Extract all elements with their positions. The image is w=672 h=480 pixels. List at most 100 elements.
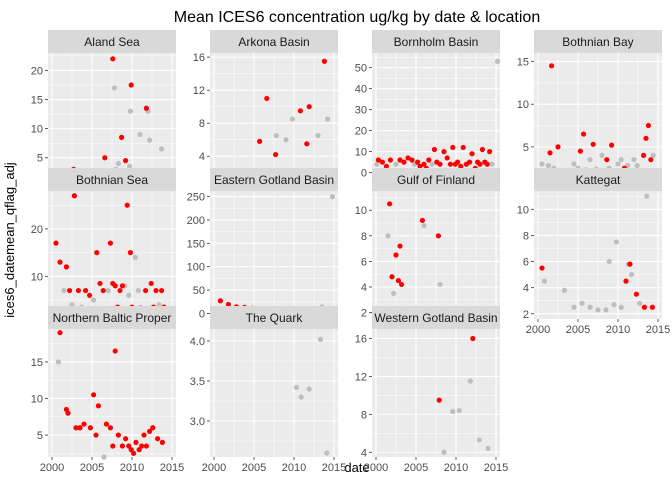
panel-strip [210,30,338,53]
data-point [67,287,73,294]
data-point [107,425,113,431]
data-point [441,449,447,455]
data-point [409,157,415,163]
data-point [397,243,403,249]
x-axis-label: date [344,460,369,475]
panel-bothnian-bay: Bothnian Bay 5 10 15 [517,30,662,181]
data-point [455,159,461,165]
data-point [126,292,132,298]
panel-strip-label: Bothnian Bay [562,35,633,49]
y-tick-label: 50 [193,285,205,297]
data-point [101,454,107,460]
data-point [436,397,442,403]
panel-strip-label: Bornholm Basin [394,35,479,49]
data-point [441,149,447,155]
data-point [648,157,654,163]
x-tick-label: 2000 [364,462,388,474]
data-point [159,287,165,294]
data-point [579,300,585,306]
y-tick-label: 4 [361,447,367,459]
data-point [57,330,63,336]
x-tick-label: 2000 [202,462,226,474]
y-tick-label: 8 [361,409,367,421]
data-point [623,278,629,284]
y-tick-label: 0 [361,168,367,180]
data-point [389,274,395,280]
panel-strip-label: Arkona Basin [238,35,309,49]
y-tick-label: 4 [361,282,367,294]
data-point [595,307,601,313]
x-tick-label: 2010 [120,462,144,474]
data-point [128,447,134,453]
panel-strip-label: Bothnian Sea [76,173,148,187]
data-point [437,161,443,167]
data-point [609,142,615,148]
data-point [139,443,145,449]
panel-strip [210,306,338,329]
panel-strip [48,306,176,329]
data-point [571,161,577,167]
data-point [555,144,561,150]
data-point [97,280,103,287]
data-point [577,148,584,154]
data-point [111,85,117,91]
data-point [641,152,647,158]
data-point [613,239,620,245]
chart-title: Mean ICES6 concentration ug/kg by date &… [174,9,540,26]
panel-strip [534,168,662,191]
data-point [561,287,568,293]
data-point [127,250,133,256]
data-point [87,292,93,298]
data-point [549,63,555,69]
data-point [415,159,421,165]
data-point [264,95,270,102]
panel-northern-baltic-proper: Northern Baltic Proper 5 10 15 2000 2005 2010 2… [31,306,184,474]
y-tick-label: 5 [37,153,43,165]
y-tick-label: 5 [37,430,43,442]
data-point [289,116,295,122]
panel-strip-label: Gulf of Finland [397,173,475,187]
data-point [450,408,456,415]
y-tick-label: 4.0 [190,336,205,348]
data-point [124,202,130,208]
x-tick-label: 2015 [646,324,670,336]
data-point [297,108,303,114]
data-point [387,157,393,163]
data-point [643,135,649,141]
y-tick-label: 8 [523,230,529,242]
y-tick-label: 20 [355,126,367,138]
y-tick-label: 2 [361,308,367,320]
data-point [484,161,490,167]
panel-strip [372,30,500,53]
data-point [126,443,132,449]
data-point [93,432,99,438]
data-point [147,137,153,143]
data-point [100,287,106,294]
data-point [650,152,656,158]
panel-kattegat: Kattegat 2 4 6 8 10 2000 2005 2010 2015 [517,168,670,336]
data-point [77,425,83,431]
x-tick-label: 2010 [282,462,306,474]
panel-strip-label: Aland Sea [84,35,140,49]
x-tick-label: 2015 [160,462,184,474]
data-point [456,407,462,414]
x-tick-label: 2005 [242,462,266,474]
data-point [603,307,609,313]
panel-arkona-basin: Arkona Basin 4 8 12 16 [193,30,338,181]
data-point [467,378,473,384]
data-point [399,281,405,288]
data-point [587,304,593,310]
data-point [143,287,149,294]
data-point [123,436,129,442]
y-tick-label: 3.0 [190,416,205,428]
data-point [644,193,650,199]
data-point [539,265,545,271]
data-point [545,163,552,169]
data-point [107,240,113,246]
y-tick-label: 3.5 [190,376,205,388]
data-point [485,445,491,452]
data-point [395,278,401,284]
data-point [393,252,399,258]
data-point [141,432,147,438]
y-tick-label: 8 [361,231,367,243]
